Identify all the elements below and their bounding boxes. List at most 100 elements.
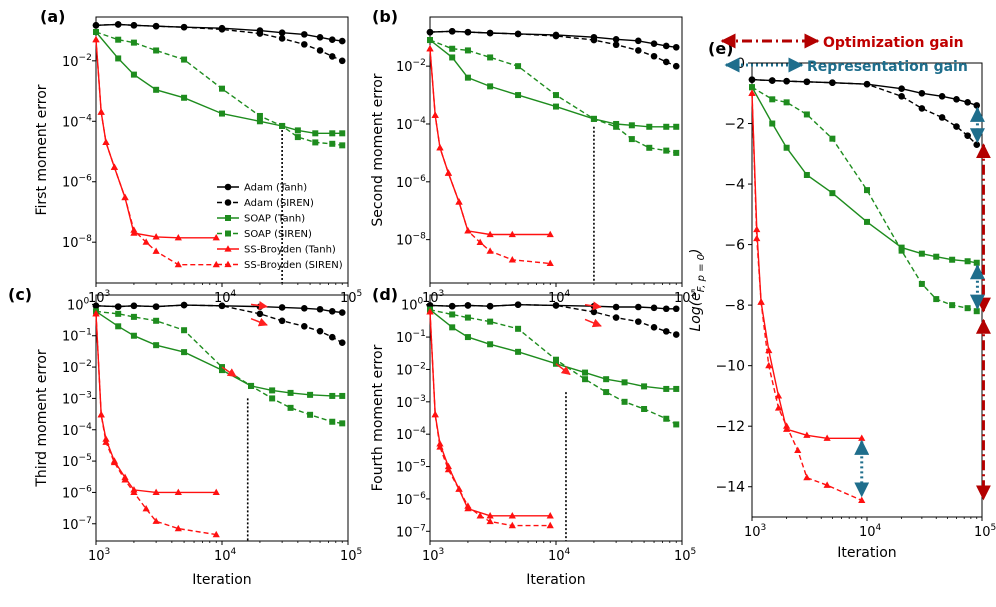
data-point xyxy=(783,422,791,429)
data-point xyxy=(153,47,160,54)
x-tick-label: 103 xyxy=(422,289,444,306)
data-point xyxy=(329,418,336,425)
data-point xyxy=(338,309,346,316)
data-point xyxy=(650,324,658,331)
series-line xyxy=(429,48,551,236)
y-axis-label: First moment error xyxy=(34,84,50,215)
legend-label-adam-siren: Adam (SIREN) xyxy=(244,198,314,209)
data-point xyxy=(673,123,680,130)
data-point xyxy=(486,517,494,525)
chart-panel-4: 103 104 105 10−7 10−6 10−5 10−4 10−3 10−2 10−1 100… xyxy=(370,285,696,588)
legend: Adam (Tanh) Adam (SIREN) SOAP (Tanh) SOAP (… xyxy=(217,183,343,271)
data-point xyxy=(115,36,122,43)
series-soap-siren xyxy=(427,306,680,428)
series-ss-broyden-tanh xyxy=(426,44,554,238)
data-point xyxy=(431,410,439,418)
data-point xyxy=(301,305,308,312)
data-point xyxy=(307,411,314,418)
y-tick-label: 10−4 xyxy=(396,116,426,133)
representation-gain-label: Representation gain xyxy=(807,59,968,75)
data-point xyxy=(142,238,150,245)
data-point xyxy=(663,123,670,130)
data-point xyxy=(635,37,642,45)
data-point xyxy=(918,105,926,112)
data-point xyxy=(181,327,188,334)
series-soap-tanh xyxy=(93,308,346,399)
y-tick-label: 10−6 xyxy=(396,491,426,508)
series-line xyxy=(95,39,217,266)
data-point xyxy=(219,85,225,92)
data-point xyxy=(269,387,276,394)
y-tick-label: 10−1 xyxy=(396,329,426,346)
data-point xyxy=(803,431,811,438)
data-point xyxy=(92,35,100,43)
y-axis-label: Third moment error xyxy=(34,349,50,488)
data-point xyxy=(673,149,680,156)
data-point xyxy=(769,96,776,103)
series-ss-broyden-tanh xyxy=(748,89,866,441)
data-point xyxy=(455,198,463,205)
series-soap-tanh xyxy=(427,306,680,392)
data-point xyxy=(748,89,756,96)
chart-panel-3: 103 104 105 10−7 10−6 10−5 10−4 10−3 10−2 10−1 100… xyxy=(8,285,362,588)
data-point xyxy=(181,94,188,101)
y-tick-label: 10−3 xyxy=(396,394,426,411)
series-line xyxy=(95,39,217,239)
data-point xyxy=(130,332,137,339)
y-tick-label: 10−5 xyxy=(62,453,92,470)
data-point xyxy=(110,458,119,466)
data-point xyxy=(662,328,670,335)
x-axis-label: Iteration xyxy=(837,545,896,561)
data-point xyxy=(329,392,336,399)
data-point xyxy=(130,313,137,320)
data-point xyxy=(590,115,597,122)
data-point xyxy=(662,305,670,313)
data-point xyxy=(278,317,286,325)
data-point xyxy=(464,302,472,309)
data-point xyxy=(612,314,620,321)
data-point xyxy=(582,369,589,376)
data-point xyxy=(515,92,522,99)
data-point xyxy=(613,123,620,130)
y-tick-label: 10−2 xyxy=(62,53,92,70)
data-point xyxy=(278,304,286,311)
data-point xyxy=(514,301,522,309)
data-point xyxy=(933,253,940,260)
data-point xyxy=(938,114,946,121)
series-adam-siren xyxy=(92,21,346,65)
data-point xyxy=(769,120,776,127)
data-point xyxy=(130,488,138,496)
data-point xyxy=(964,305,971,312)
data-point xyxy=(553,92,559,99)
gain-arrows xyxy=(854,106,991,501)
legend-label-ss-broyden-tanh: SS-Broyden (Tanh) xyxy=(244,245,336,256)
data-point xyxy=(426,28,434,36)
data-point xyxy=(964,258,971,265)
panel-label: (a) xyxy=(40,7,65,26)
data-point xyxy=(628,122,635,129)
data-point xyxy=(316,34,324,41)
y-tick-label: 10−4 xyxy=(62,113,92,130)
series-ss-broyden-siren xyxy=(92,35,220,268)
data-point xyxy=(92,302,100,310)
data-point xyxy=(464,74,471,81)
data-point xyxy=(269,395,276,402)
data-point xyxy=(646,144,653,151)
data-point xyxy=(328,308,336,315)
data-point xyxy=(918,280,925,287)
data-point xyxy=(431,111,439,118)
data-point xyxy=(449,311,456,318)
data-point xyxy=(768,77,776,84)
data-point xyxy=(964,132,971,139)
y-tick-label: −12 xyxy=(715,419,745,435)
y-axis-label: Log(eF, p = 0) xyxy=(688,248,707,331)
y-tick-label: 10−7 xyxy=(62,516,92,533)
data-point xyxy=(546,230,554,238)
data-point xyxy=(603,376,610,383)
data-point xyxy=(612,35,620,43)
data-point xyxy=(765,361,773,369)
series-soap-siren xyxy=(749,84,980,315)
data-point xyxy=(444,465,453,473)
data-point xyxy=(130,39,137,46)
